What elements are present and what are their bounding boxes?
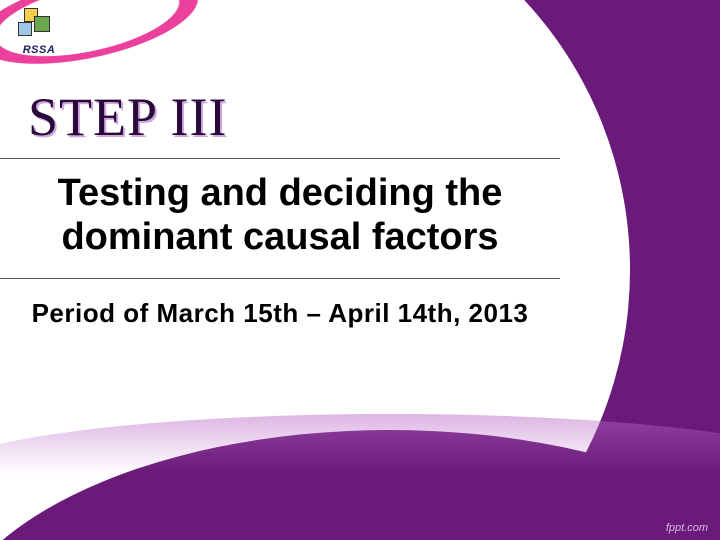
divider-bottom [0, 278, 560, 279]
period-text: Period of March 15th – April 14th, 2013 [0, 298, 560, 329]
divider-top [0, 158, 560, 159]
step-heading: STEP III [28, 86, 227, 148]
credit-text: fppt.com [666, 522, 708, 534]
headline-text: Testing and deciding the dominant causal… [0, 172, 560, 259]
logo: RSSA [18, 8, 60, 56]
logo-mark-icon [18, 8, 60, 42]
logo-label: RSSA [23, 44, 56, 56]
